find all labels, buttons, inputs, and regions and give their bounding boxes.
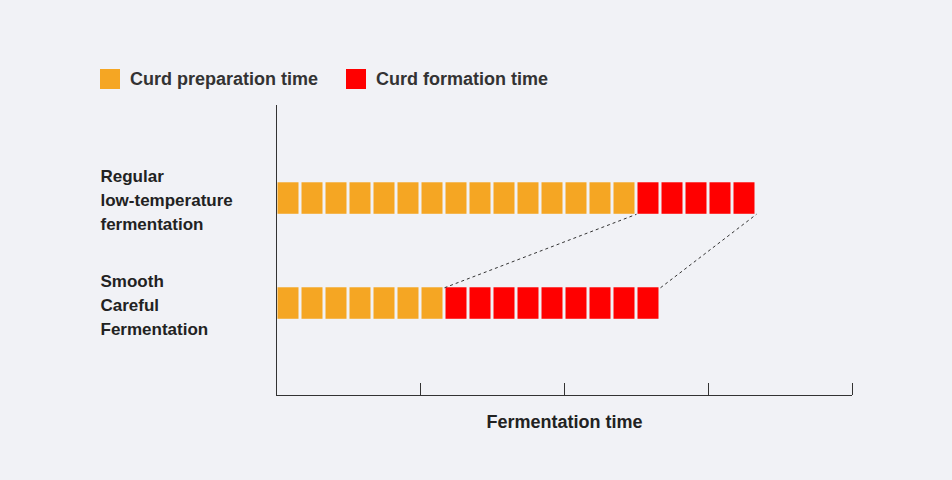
html-text:Curd formation time: Curd formation time xyxy=(376,68,548,89)
html-text:Curd preparation time: Curd preparation time xyxy=(130,68,318,89)
svg-text:Regularlow-temperaturefermenta: Regularlow-temperaturefermentation xyxy=(101,167,233,234)
svg-text:SmoothCarefulFermentation: SmoothCarefulFermentation xyxy=(101,272,209,339)
svg-text:Fermentation time: Fermentation time xyxy=(486,412,642,432)
